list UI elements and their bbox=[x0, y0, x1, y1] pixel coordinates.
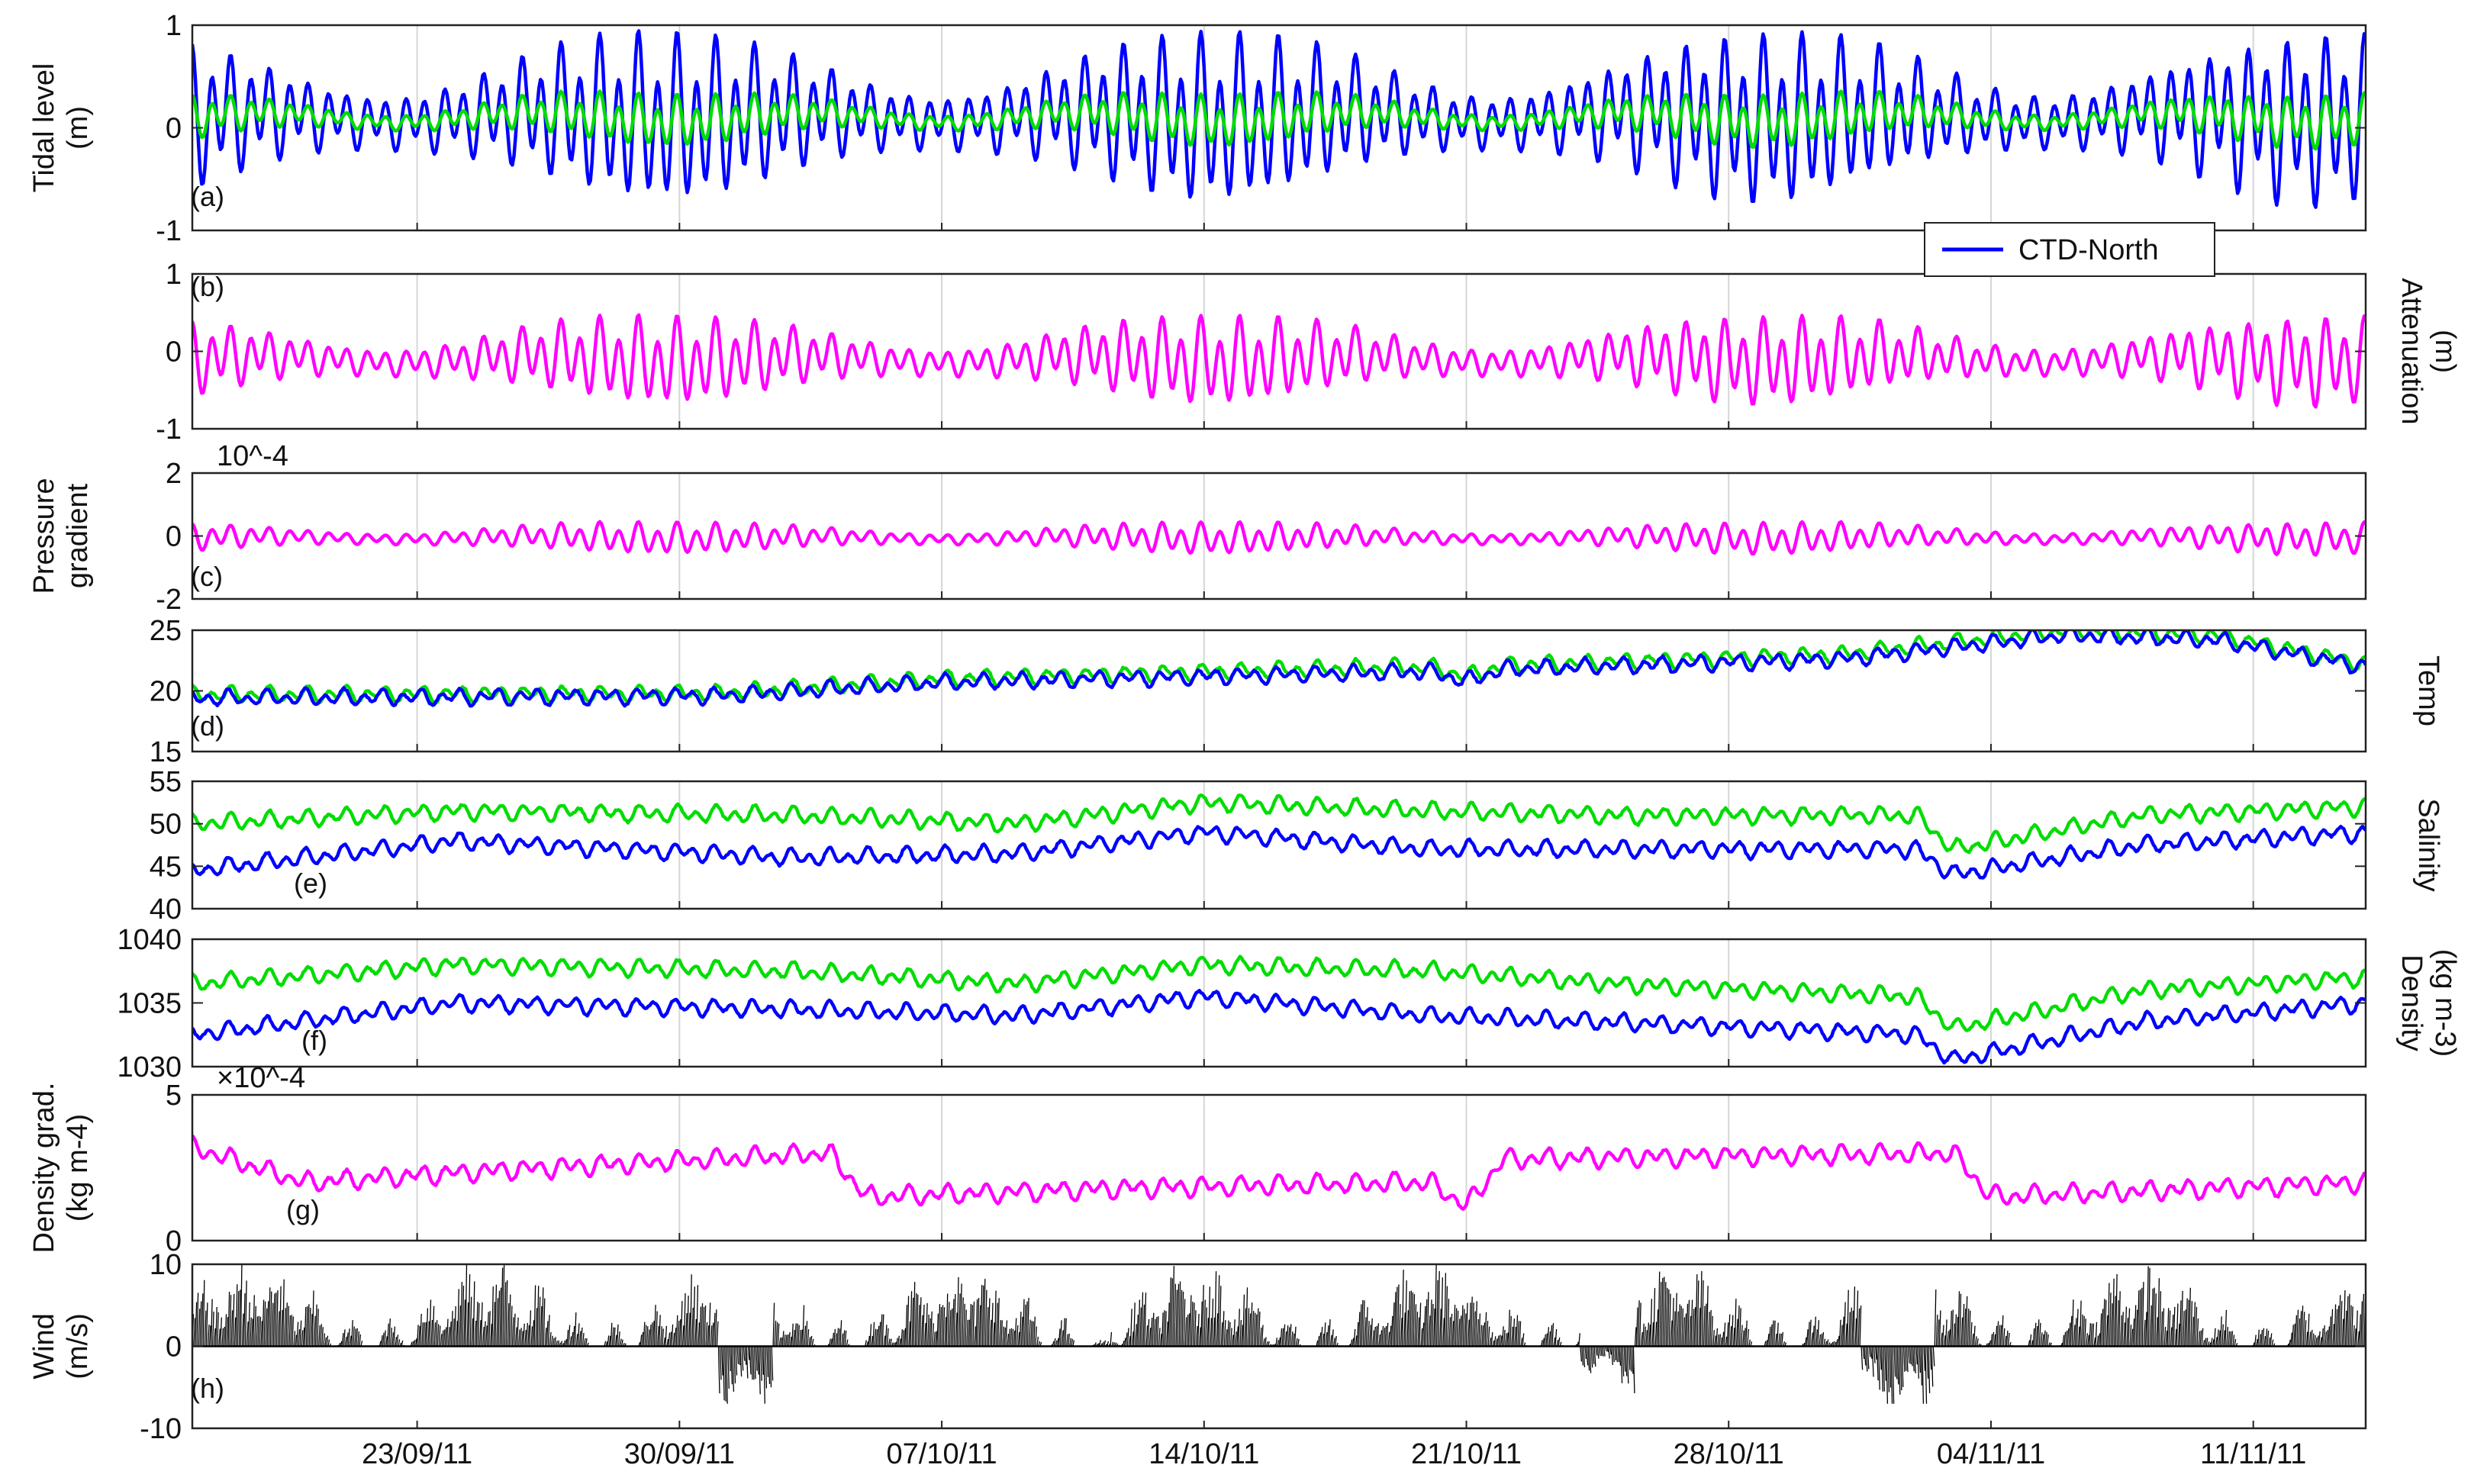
series-a-ctd-north bbox=[192, 29, 2366, 209]
panel-c: -2 0 2 10^-4 (c) Pressure gradient bbox=[28, 440, 2367, 616]
ytick-label-b-2: 1 bbox=[166, 259, 182, 291]
ylabel-g-0: Density grad. bbox=[28, 1083, 60, 1254]
series-c-0 bbox=[192, 520, 2366, 557]
legend: CTD-North bbox=[1924, 222, 2215, 277]
panel-label-b: (b) bbox=[191, 271, 224, 302]
axes-frame-g bbox=[191, 1093, 2367, 1242]
xtick-label-4: 21/10/11 bbox=[1411, 1438, 1522, 1470]
ylabel-h-1: (m/s) bbox=[62, 1313, 94, 1379]
ytick-label-f-2: 1040 bbox=[117, 924, 182, 956]
ytick-label-e-3: 55 bbox=[150, 766, 182, 798]
ylabel-e-0: Salinity bbox=[2412, 798, 2444, 892]
panel-label-c: (c) bbox=[191, 561, 223, 592]
ytick-label-g-0: 0 bbox=[166, 1225, 182, 1257]
ytick-label-e-0: 40 bbox=[150, 893, 182, 925]
ylabel-b-0: Attenuation bbox=[2395, 278, 2428, 424]
xtick-label-3: 14/10/11 bbox=[1149, 1438, 1259, 1470]
ytick-label-b-1: 0 bbox=[166, 336, 182, 369]
panel-label-a: (a) bbox=[191, 181, 224, 212]
panel-label-f: (f) bbox=[301, 1025, 327, 1056]
series-group-b bbox=[192, 313, 2366, 409]
series-group-a bbox=[192, 29, 2366, 209]
panels-layer: -101(a)Tidal level (m)-101 (b) Attenuation(… bbox=[28, 10, 2461, 1445]
panel-d: 15 20 25 (d) Temp bbox=[150, 615, 2444, 768]
ylabel-c-1: gradient bbox=[62, 483, 94, 588]
ylabel-a-1: (m) bbox=[62, 106, 94, 150]
series-f-1 bbox=[192, 988, 2366, 1065]
panel-label-g: (g) bbox=[286, 1194, 320, 1225]
series-group-c bbox=[192, 520, 2366, 557]
ylabel-h-0: Wind bbox=[28, 1313, 60, 1379]
panel-b: -1 0 1 (b) Attenuation (m) bbox=[156, 259, 2461, 446]
ylabel-d-0: Temp bbox=[2412, 655, 2444, 726]
series-g-0 bbox=[192, 1134, 2366, 1211]
series-d-1 bbox=[192, 630, 2366, 708]
panel-label-e: (e) bbox=[294, 868, 327, 899]
ytick-label-h-2: 10 bbox=[150, 1249, 182, 1281]
ytick-label-a-2: 1 bbox=[166, 10, 182, 42]
xtick-label-5: 28/10/11 bbox=[1674, 1438, 1784, 1470]
ylabel-c-0: Pressure bbox=[28, 478, 60, 594]
ytick-label-a-1: 0 bbox=[166, 113, 182, 145]
series-group-e bbox=[192, 793, 2366, 880]
ytick-label-e-2: 50 bbox=[150, 809, 182, 841]
ytick-label-c-1: 0 bbox=[166, 521, 182, 553]
series-b-0 bbox=[192, 313, 2366, 409]
series-e-1 bbox=[192, 824, 2366, 880]
panel-a: -1 0 1 (a) Tidal level (m) bbox=[28, 10, 2367, 247]
series-group-f bbox=[192, 954, 2366, 1065]
ylabel-g-1: (kg m-4) bbox=[62, 1114, 94, 1222]
ylabel-f-0: Density bbox=[2395, 954, 2428, 1051]
ytick-label-c-0: -2 bbox=[156, 584, 182, 616]
x-axis: 23/09/11 30/09/11 07/10/11 14/10/11 21/10/11… bbox=[362, 1438, 2306, 1470]
panel-g: 0 5 ×10^-4 (g) Density grad. (kg m-4) bbox=[28, 1062, 2367, 1257]
exponent-label-g: ×10^-4 bbox=[217, 1062, 305, 1094]
ytick-label-g-1: 5 bbox=[166, 1080, 182, 1112]
ytick-label-h-1: 0 bbox=[166, 1331, 182, 1363]
panel-label-d: (d) bbox=[191, 710, 224, 742]
series-f-0 bbox=[192, 954, 2366, 1032]
xtick-label-6: 04/11/11 bbox=[1937, 1438, 2045, 1470]
axes-frame-e bbox=[191, 780, 2367, 910]
xtick-label-1: 30/09/11 bbox=[624, 1438, 735, 1470]
ylabel-f-1: (kg m-3) bbox=[2429, 949, 2461, 1057]
ytick-label-f-1: 1035 bbox=[117, 988, 182, 1020]
xtick-label-7: 11/11/11 bbox=[2200, 1438, 2306, 1470]
panel-label-h: (h) bbox=[191, 1373, 224, 1404]
xtick-label-2: 07/10/11 bbox=[887, 1438, 997, 1470]
ylabel-a-0: Tidal level bbox=[28, 63, 60, 193]
series-group-d bbox=[192, 630, 2366, 708]
series-group-g bbox=[192, 1134, 2366, 1211]
series-a-1 bbox=[192, 89, 2366, 151]
ytick-label-d-0: 15 bbox=[150, 736, 182, 768]
xtick-label-0: 23/09/11 bbox=[362, 1438, 472, 1470]
series-e-0 bbox=[192, 793, 2366, 855]
exponent-label-c: 10^-4 bbox=[217, 440, 288, 472]
panel-e: 40 45 50 55 (e) Salinity bbox=[150, 766, 2444, 925]
ytick-label-f-0: 1030 bbox=[117, 1051, 182, 1083]
ytick-label-h-0: -10 bbox=[140, 1413, 182, 1445]
ytick-label-a-0: -1 bbox=[156, 215, 182, 247]
ytick-label-b-0: -1 bbox=[156, 414, 182, 446]
ytick-label-d-2: 25 bbox=[150, 615, 182, 647]
panel-f: 1030 1035 1040 (f) Density (kg m-3) bbox=[117, 924, 2461, 1083]
legend-entry-ctd-north: CTD-North bbox=[2018, 234, 2159, 266]
ytick-label-d-1: 20 bbox=[150, 676, 182, 708]
ytick-label-e-1: 45 bbox=[150, 851, 182, 883]
ylabel-b-1: (m) bbox=[2429, 330, 2461, 373]
ytick-label-c-2: 2 bbox=[166, 458, 182, 490]
panel-h: -10 0 10 (h) Wind (m/s) bbox=[28, 1249, 2367, 1445]
